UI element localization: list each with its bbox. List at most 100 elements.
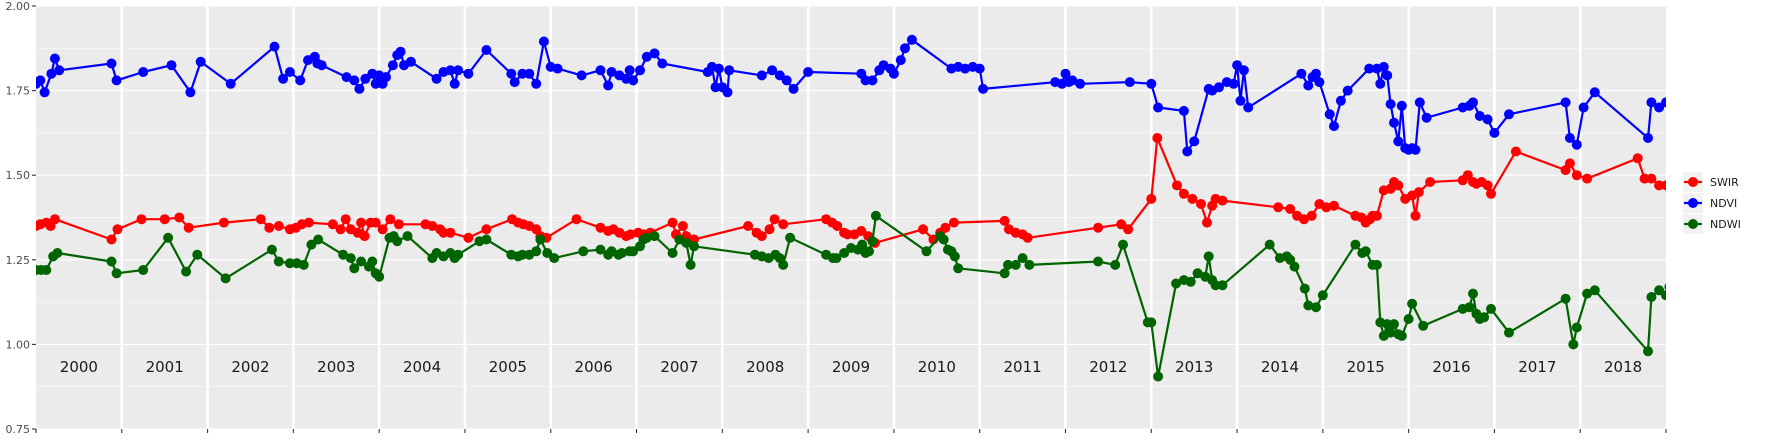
ndwi-point [284,258,295,269]
ndvi-point [395,46,406,57]
ndwi-point [649,231,660,242]
swir-point [1196,199,1206,209]
ndvi-point [1560,97,1571,108]
swir-point [264,222,275,233]
ndvi-point [1153,102,1164,113]
swir-point [1661,180,1666,191]
ndvi-point [1468,97,1478,108]
ndvi-point [603,80,614,91]
ndwi-point [220,273,231,284]
ndvi-point [284,67,295,77]
ndvi-point [370,78,381,89]
ndwi-point [1571,322,1582,333]
ndvi-point [316,60,327,71]
y-tick-label: 1.75 [6,85,31,98]
ndvi-point [595,65,606,76]
ndwi-point [535,234,546,245]
ndvi-point [1414,97,1425,108]
year-label: 2010 [918,358,956,376]
ndwi-point [839,248,850,258]
swir-point [1285,204,1296,214]
ndvi-point [111,75,122,86]
swir-point [1486,188,1496,199]
ndwi-point [273,256,284,267]
ndvi-point [278,73,289,84]
swir-point [1564,158,1575,169]
ndvi-point [974,63,985,74]
swir-point [940,222,951,233]
ndwi-point [1010,259,1021,270]
ndwi-point [52,248,63,258]
series-swir [36,133,1666,248]
ndvi-point [106,58,117,69]
ndwi-point [685,259,696,270]
ndwi-point [1407,298,1418,309]
ndvi-point [1243,102,1254,113]
ndvi-point [463,68,474,79]
ndvi-point [1378,61,1389,72]
year-label: 2017 [1518,358,1556,376]
swir-point [677,221,688,231]
ndvi-point [756,70,767,81]
ndwi-point [374,271,385,282]
ndwi-point [1360,246,1371,257]
swir-point [1022,232,1033,243]
swir-point [1306,210,1317,221]
ndwi-point [921,246,932,257]
ndwi-point [1003,259,1013,270]
ndvi-point [1364,63,1375,74]
ndwi-point [1504,327,1514,338]
year-label: 2013 [1175,358,1213,376]
ndwi-point [1350,239,1361,250]
ndvi-point [781,75,792,86]
ndvi-point [1238,65,1249,76]
swir-point [1321,202,1332,213]
ndwi-point [41,265,52,275]
ndvi-point [54,65,65,76]
ndwi-point [338,249,349,260]
ndwi-point [1654,285,1665,296]
legend-item-ndwi: NDWI [1683,214,1741,234]
ndvi-point [1661,97,1666,108]
ndwi-point [531,246,542,257]
ndwi-point [1589,285,1600,296]
ndvi-point [225,78,236,89]
legend: SWIR NDVI NDWI [1683,172,1741,234]
ndwi-point [1303,300,1314,311]
ndwi-point [313,234,324,245]
ndvi-point [195,56,206,67]
swir-point [1646,173,1657,184]
swir-point [769,214,780,225]
ndvi-point [1124,77,1135,88]
swir-point [174,212,185,223]
ndvi-point [341,72,352,83]
ndvi-point [49,53,60,64]
ndvi-point [1067,75,1078,86]
swir-point [756,231,767,242]
ndwi-point [938,234,949,245]
ndvi-point [1335,95,1346,106]
ndvi-point [635,65,645,76]
swir-point [1425,177,1436,187]
ndvi-point [1375,78,1386,89]
ndvi-point [449,78,460,89]
ndwi-point [1264,239,1275,250]
ndwi-point [1217,280,1228,291]
ndwi-point [1646,292,1657,302]
legend-key-point [1688,177,1698,187]
ndwi-point [1468,288,1478,299]
swir-point [1329,200,1339,211]
ndwi-point [517,249,528,260]
ndvi-point [978,83,989,94]
ndvi-point [36,75,46,86]
year-label: 2011 [1003,358,1041,376]
swir-point [427,221,438,231]
ndvi-point [867,75,878,86]
year-label: 2004 [403,358,441,376]
swir-point [481,224,492,235]
ndvi-point [1474,111,1485,121]
ndvi-point [641,51,652,62]
ndwi-point [111,268,122,279]
swir-point [764,224,775,235]
swir-point [327,219,338,230]
